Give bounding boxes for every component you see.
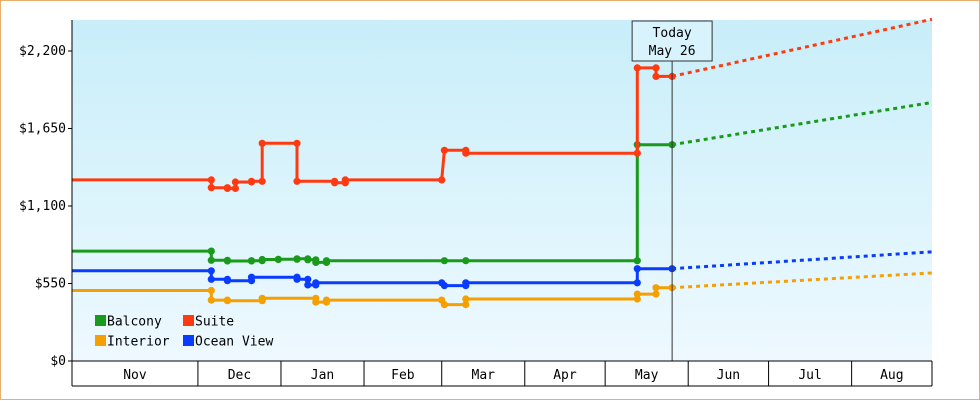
forecast-line-interior	[672, 271, 933, 290]
data-point-interior	[207, 296, 215, 304]
y-tick-label: $1,650	[19, 122, 66, 137]
data-point-interior	[652, 290, 660, 298]
data-point-interior	[462, 301, 470, 309]
data-point-interior	[440, 301, 448, 309]
data-point-balcony	[274, 255, 282, 263]
data-point-ocean-view	[304, 275, 312, 283]
data-point-interior	[652, 284, 660, 292]
data-point-ocean-view	[633, 279, 641, 287]
data-point-suite	[231, 178, 239, 186]
data-point-suite	[258, 139, 266, 147]
legend-swatch	[183, 315, 194, 326]
data-point-suite	[438, 176, 446, 184]
x-tick-label: May	[635, 368, 659, 383]
data-point-interior	[462, 295, 470, 303]
data-point-balcony	[293, 255, 301, 263]
data-point-suite	[207, 184, 215, 192]
data-point-ocean-view	[462, 279, 470, 287]
data-point-balcony	[207, 256, 215, 264]
forecast-layer	[671, 17, 933, 290]
y-tick-label: $550	[35, 277, 66, 292]
data-point-interior	[223, 297, 231, 305]
data-point-suite	[331, 179, 339, 187]
legend-label: Balcony	[107, 315, 162, 330]
data-point-suite	[633, 149, 641, 157]
today-label: Today	[653, 26, 692, 41]
data-point-ocean-view	[207, 275, 215, 283]
data-point-ocean-view	[633, 265, 641, 273]
data-point-interior	[633, 290, 641, 298]
legend: Balcony Suite Interior Ocean View	[95, 315, 273, 350]
data-point-suite	[223, 184, 231, 192]
legend-label: Ocean View	[195, 335, 273, 350]
y-tick-label: $2,200	[19, 44, 66, 59]
legend-label: Interior	[107, 335, 170, 350]
data-point-ocean-view	[440, 282, 448, 290]
data-point-suite	[231, 184, 239, 192]
data-point-ocean-view	[293, 275, 301, 283]
legend-swatch	[95, 315, 106, 326]
data-point-balcony	[258, 255, 266, 264]
today-date-label: May 26	[649, 44, 696, 59]
x-tick-label: Nov	[123, 368, 147, 383]
data-point-balcony	[207, 247, 215, 255]
data-point-balcony	[322, 257, 331, 265]
x-tick-label: Apr	[553, 368, 577, 383]
legend-swatch	[183, 335, 194, 346]
data-point-ocean-view	[312, 279, 320, 287]
data-point-interior	[258, 294, 266, 302]
data-point-interior	[312, 298, 320, 306]
data-point-ocean-view	[247, 273, 256, 281]
y-tick-label: $1,100	[19, 199, 66, 214]
x-tick-label: Jan	[311, 368, 334, 383]
data-point-balcony	[223, 257, 231, 265]
axes: $0 $550 $1,100 $1,650 $2,200 Nov Dec Jan Feb Mar A…	[19, 20, 933, 387]
x-tick-label: Aug	[880, 368, 903, 383]
x-tick-label: Feb	[391, 368, 415, 383]
data-point-interior	[322, 296, 331, 304]
x-tick-label: Jul	[798, 368, 821, 383]
forecast-line-ocean-view	[672, 250, 933, 271]
legend-swatch	[95, 335, 106, 346]
series-layer	[72, 64, 676, 309]
data-point-balcony	[633, 257, 641, 265]
today-box	[631, 20, 713, 62]
data-point-balcony	[247, 257, 256, 265]
data-point-ocean-view	[207, 267, 215, 275]
data-point-suite	[652, 64, 660, 72]
data-point-suite	[341, 176, 349, 184]
data-point-suite	[293, 177, 301, 185]
y-tick-label: $0	[50, 354, 66, 369]
data-point-suite	[258, 177, 266, 185]
data-point-suite	[247, 177, 256, 185]
data-point-interior	[207, 286, 215, 295]
x-tick-label: Jun	[717, 368, 740, 383]
data-point-balcony	[312, 258, 320, 266]
data-point-suite	[462, 149, 470, 157]
data-point-balcony	[304, 256, 312, 264]
data-point-ocean-view	[223, 277, 231, 285]
today-marker: Today May 26	[631, 20, 713, 361]
data-point-ocean-view	[304, 281, 312, 289]
data-point-balcony	[462, 257, 470, 265]
data-point-suite	[293, 139, 301, 147]
data-point-suite	[652, 72, 660, 80]
x-tick-label: Mar	[472, 368, 496, 383]
x-tick-label: Dec	[228, 368, 251, 383]
plot-background	[72, 20, 932, 361]
forecast-line-balcony	[671, 100, 933, 147]
data-point-suite	[207, 176, 215, 184]
data-point-balcony	[440, 257, 448, 265]
data-point-suite	[633, 64, 641, 72]
legend-label: Suite	[195, 315, 234, 330]
data-point-suite	[440, 146, 448, 154]
